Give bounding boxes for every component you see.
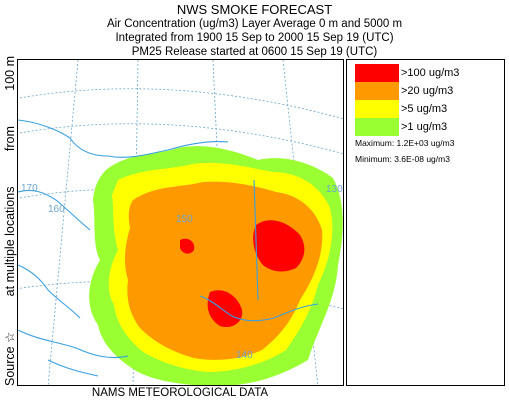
legend: >100 ug/m3 >20 ug/m3 >5 ug/m3 >1 ug/m3 M… xyxy=(346,59,505,386)
header: NWS SMOKE FORECAST Air Concentration (ug… xyxy=(0,0,509,59)
plume-level-100 xyxy=(180,220,305,328)
coastline xyxy=(18,119,319,377)
from-label: from xyxy=(3,126,17,152)
source-side-label: Source ☆ at multiple locations from 100 … xyxy=(2,56,18,386)
legend-swatch-1 xyxy=(355,118,399,136)
title-line-concentration: Air Concentration (ug/m3) Layer Average … xyxy=(106,18,403,30)
legend-item-20: >20 ug/m3 xyxy=(355,82,453,100)
grid-labels: 170 160 130 150 140 xyxy=(21,183,343,361)
minimum-value: Minimum: 3.6E-08 ug/m3 xyxy=(355,154,450,164)
legend-item-1: >1 ug/m3 xyxy=(355,118,447,136)
grid-label-140: 140 xyxy=(236,350,253,361)
legend-item-5: >5 ug/m3 xyxy=(355,100,447,118)
title-line-integration: Integrated from 1900 15 Sep to 2000 15 S… xyxy=(115,32,394,44)
locations-label: at multiple locations xyxy=(3,186,17,297)
legend-label-1: >1 ug/m3 xyxy=(401,121,448,133)
title-line-release: PM25 Release started at 0600 15 Sep 19 (… xyxy=(131,46,378,58)
grid-label-160-west: 160 xyxy=(48,204,65,215)
meteorological-data-label: NAMS METEOROLOGICAL DATA xyxy=(91,387,269,399)
grid-label-170: 170 xyxy=(21,183,38,194)
legend-label-100: >100 ug/m3 xyxy=(401,67,460,79)
legend-label-5: >5 ug/m3 xyxy=(401,103,448,115)
grid-label-150: 150 xyxy=(176,214,193,225)
map-panel: 170 160 130 150 140 xyxy=(17,59,344,386)
source-label: Source ☆ xyxy=(3,331,17,386)
smoke-map: 170 160 130 150 140 xyxy=(18,60,343,385)
legend-item-100: >100 ug/m3 xyxy=(355,64,459,82)
legend-swatch-5 xyxy=(355,100,399,118)
maximum-value: Maximum: 1.2E+03 ug/m3 xyxy=(355,138,455,148)
legend-swatch-20 xyxy=(355,82,399,100)
grid-label-130: 130 xyxy=(326,184,343,195)
map-title: NWS SMOKE FORECAST xyxy=(176,2,333,17)
legend-swatch-100 xyxy=(355,64,399,82)
legend-label-20: >20 ug/m3 xyxy=(401,85,454,97)
height-label: 100 m xyxy=(3,56,17,91)
